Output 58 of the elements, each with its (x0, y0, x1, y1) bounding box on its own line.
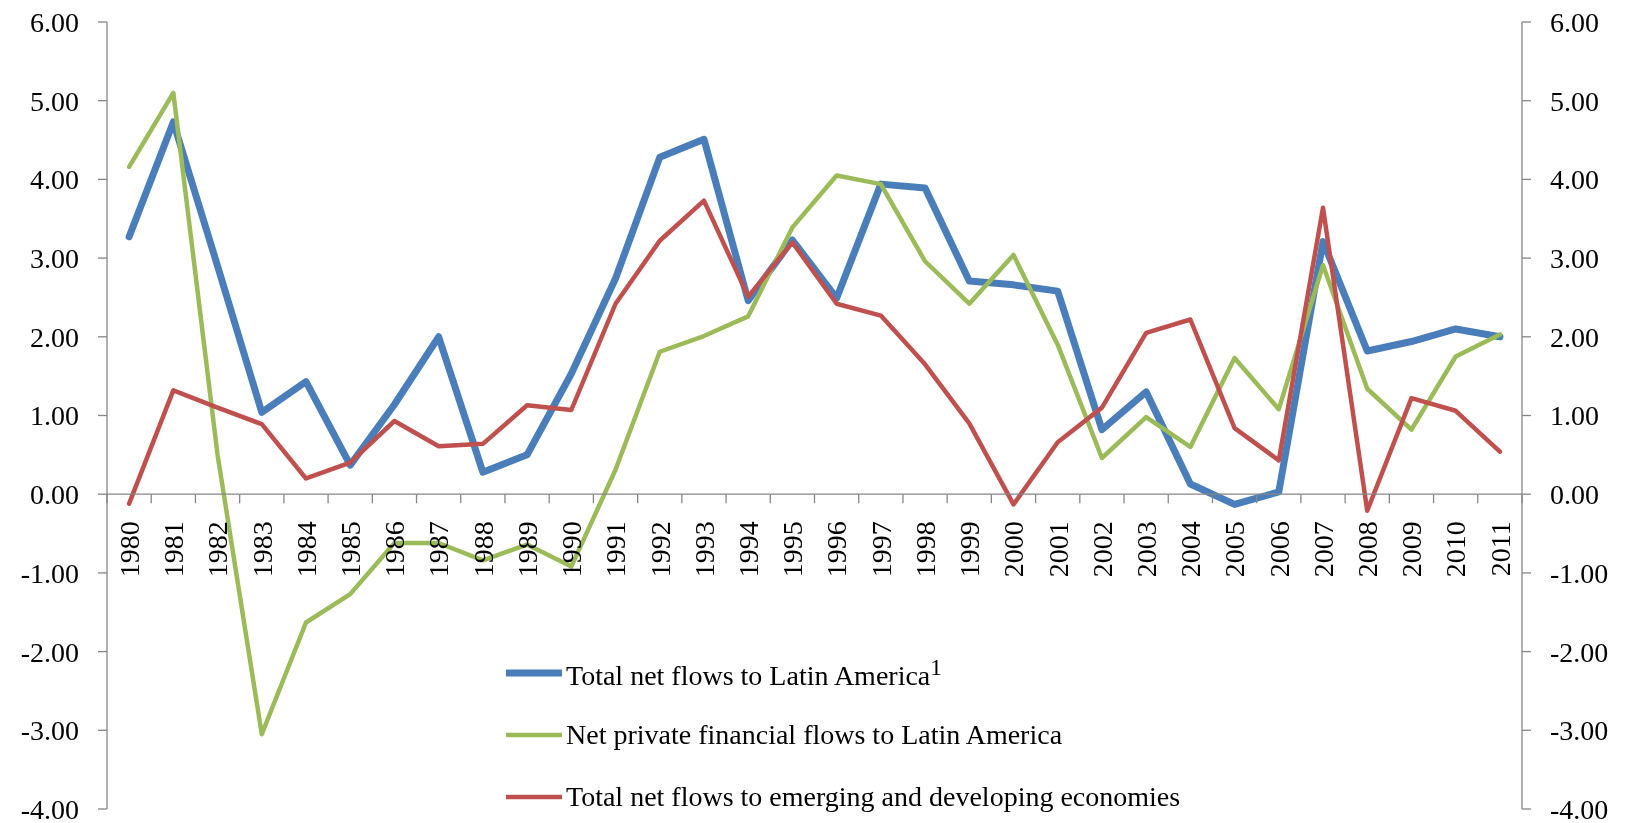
x-tick-label: 1998 (909, 521, 941, 578)
x-tick-label: 2000 (998, 521, 1030, 578)
x-tick-label: 2003 (1130, 521, 1162, 578)
x-tick-label: 2010 (1440, 521, 1472, 578)
x-tick-label: 1980 (113, 521, 145, 578)
y-tick-label: 3.00 (30, 243, 79, 275)
x-tick-label: 1983 (246, 521, 278, 578)
x-tick-label: 2009 (1396, 521, 1428, 578)
y2-tick-label: 3.00 (1550, 243, 1599, 275)
x-tick-label: 1990 (556, 521, 588, 578)
x-tick-label: 1993 (688, 521, 720, 578)
legend-label: Total net flows to Latin America$^{1}$ (566, 653, 942, 693)
x-tick-label: 1999 (954, 521, 986, 578)
x-tick-label: 1987 (423, 521, 455, 578)
x-tick-label: 2006 (1263, 521, 1295, 578)
y-tick-label: -4.00 (20, 793, 79, 823)
y2-tick-label: 6.00 (1550, 6, 1599, 38)
x-tick-label: 2011 (1484, 521, 1516, 577)
y-tick-label: 5.00 (30, 85, 79, 117)
x-tick-label: 1991 (600, 521, 632, 578)
y2-tick-label: 5.00 (1550, 85, 1599, 117)
y2-tick-label: -1.00 (1550, 557, 1609, 589)
y-tick-label: 1.00 (30, 400, 79, 432)
legend-label: Total net flows to emerging and developing economies (566, 781, 1181, 813)
x-tick-label: 1984 (290, 521, 322, 578)
x-tick-label: 1988 (467, 521, 499, 578)
x-tick-label: 1994 (732, 521, 764, 578)
y2-tick-label: 2.00 (1550, 321, 1599, 353)
y-tick-label: 4.00 (30, 164, 79, 196)
y2-tick-label: -3.00 (1550, 715, 1609, 747)
x-tick-label: 1996 (821, 521, 853, 578)
x-tick-label: 1995 (777, 521, 809, 578)
y2-tick-label: -4.00 (1550, 793, 1609, 823)
y-tick-label: -3.00 (20, 715, 79, 747)
y2-tick-label: -2.00 (1550, 636, 1609, 668)
x-tick-label: 2004 (1175, 521, 1207, 578)
x-tick-label: 2001 (1042, 521, 1074, 578)
x-tick-label: 1985 (335, 521, 366, 578)
x-tick-label: 1981 (158, 521, 190, 578)
x-tick-label: 2008 (1352, 521, 1384, 578)
y-tick-label: 2.00 (30, 321, 79, 353)
y2-tick-label: 1.00 (1550, 400, 1599, 432)
y-tick-label: 0.00 (30, 479, 79, 511)
line-series (126, 198, 1503, 513)
x-tick-label: 1992 (644, 521, 676, 578)
y-tick-label: 6.00 (30, 6, 79, 38)
y2-tick-label: 4.00 (1550, 164, 1599, 196)
y2-tick-label: 0.00 (1550, 479, 1599, 511)
x-tick-label: 1997 (865, 521, 897, 578)
y-tick-label: -2.00 (20, 636, 79, 668)
x-tick-label: 1989 (511, 521, 543, 578)
x-tick-label: 2002 (1086, 521, 1118, 578)
x-tick-label: 1986 (379, 521, 411, 578)
legend-label: Net private financial flows to Latin America (566, 719, 1063, 751)
x-tick-label: 1982 (202, 521, 234, 578)
x-tick-label: 2007 (1307, 521, 1339, 578)
y-tick-label: -1.00 (20, 557, 79, 589)
x-tick-label: 2005 (1219, 521, 1251, 578)
